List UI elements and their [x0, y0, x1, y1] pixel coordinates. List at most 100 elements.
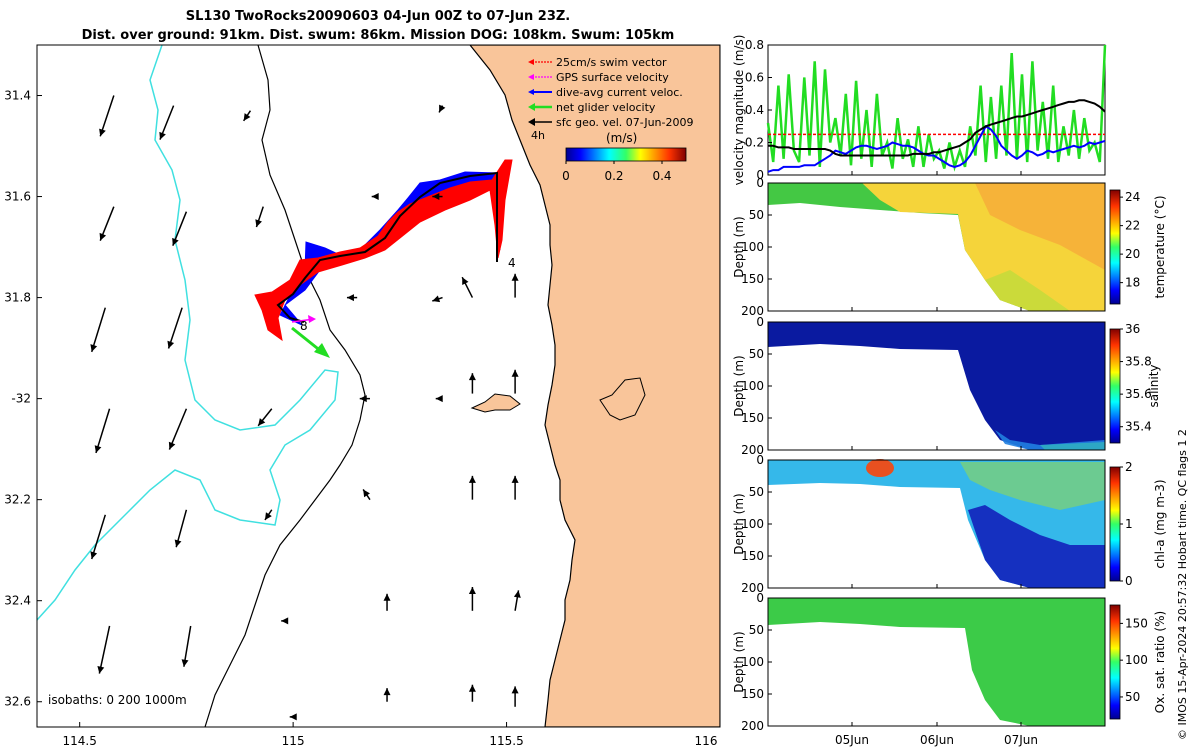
oxygen-colorbar	[1109, 604, 1121, 720]
geo-vector	[257, 408, 273, 427]
chla-patch	[866, 459, 894, 477]
section-ytick-label: 100	[741, 517, 764, 531]
legend-item-swim-vector: 25cm/s swim vector	[528, 56, 667, 69]
section-ytick-label: 200	[741, 719, 764, 733]
section-xtick-label: 06Jun	[920, 733, 954, 747]
section-cbar-tick-label: 2	[1125, 460, 1133, 474]
map-ytick-label: 32.4	[4, 594, 31, 608]
geo-vector	[511, 475, 519, 500]
section-cbar-tick-label: 35.6	[1125, 387, 1152, 401]
temperature-ylabel: Depth (m)	[732, 216, 746, 277]
chla-panel: Depth (m) chl-a (mg m-3)	[732, 459, 1167, 589]
salinity-panel: Depth (m) salinity	[732, 321, 1161, 451]
geo-vector	[281, 617, 289, 625]
chla-field-deep	[968, 505, 1105, 588]
title-line-1: SL130 TwoRocks20090603 04-Jun 00Z to 07-…	[186, 9, 571, 24]
geo-vector	[513, 590, 521, 611]
section-ytick-label: 0	[756, 176, 764, 190]
temperature-cbar-label: temperature (°C)	[1153, 196, 1167, 299]
section-ytick-label: 0	[756, 453, 764, 467]
geo-vector	[468, 475, 476, 500]
map-frame	[36, 44, 721, 728]
glider-track	[276, 171, 498, 323]
salinity-ylabel: Depth (m)	[732, 355, 746, 416]
map-ytick-label: 31.6	[4, 190, 31, 204]
velocity-y-axis: 0 0.2 0.4 0.6 0.8	[745, 38, 772, 182]
geo-vector	[362, 489, 371, 501]
geo-vector	[172, 211, 188, 246]
net-glider-velocity-head	[314, 343, 330, 358]
legend-item-geo: sfc geo. vel. 07-Jun-2009	[528, 116, 693, 129]
geo-vector	[99, 206, 115, 241]
geo-vector	[264, 509, 273, 521]
section-ytick-label: 0	[756, 315, 764, 329]
geo-vector	[435, 395, 443, 403]
legend-label-net: net glider velocity	[556, 101, 656, 114]
map-ytick-label: -32	[11, 392, 31, 406]
geo-vector	[167, 307, 183, 349]
land	[469, 45, 720, 727]
section-ytick-label: 200	[741, 581, 764, 595]
map-y-axis: 31.4 31.6 31.8 -32 32.2 32.4 32.6	[4, 89, 42, 709]
copyright-note: © IMOS 15-Apr-2024 20:57:32 Hobart time.…	[1176, 429, 1189, 740]
map-xtick-label: 115.5	[489, 734, 523, 748]
temperature-field-hot	[975, 183, 1105, 270]
section-ytick-label: 50	[749, 623, 764, 637]
geo-vector	[468, 684, 476, 702]
geo-vector	[243, 110, 252, 122]
chla-cbar-label: chl-a (mg m-3)	[1153, 479, 1167, 568]
geo-vector	[511, 369, 519, 394]
section-ytick-label: 150	[741, 687, 764, 701]
section-cbar-tick-label: 50	[1125, 690, 1140, 704]
section-cbar-tick-label: 36	[1125, 322, 1140, 336]
map-xtick-label: 114.5	[63, 734, 97, 748]
map-ytick-label: 32.2	[4, 493, 31, 507]
legend-item-gps: GPS surface velocity	[528, 71, 669, 84]
colorbar-tick-label: 0.2	[604, 169, 623, 183]
velocity-ytick-label: 0.8	[745, 38, 764, 52]
section-cbar-tick-label: 35.4	[1125, 420, 1152, 434]
geo-vector	[90, 514, 107, 560]
legend-label-geo: sfc geo. vel. 07-Jun-2009	[556, 116, 693, 129]
geo-vector	[168, 408, 188, 450]
oxygen-panel: Depth (m) Ox. sat. ratio (%)	[732, 597, 1167, 727]
geo-vector	[174, 509, 188, 548]
geo-vector	[461, 276, 474, 298]
map-legend: 25cm/s swim vector GPS surface velocity …	[528, 56, 693, 183]
section-ytick-label: 50	[749, 485, 764, 499]
temperature-colorbar	[1109, 189, 1121, 305]
velocity-ytick-label: 0	[756, 168, 764, 182]
salinity-field	[768, 322, 1105, 450]
section-ytick-label: 50	[749, 208, 764, 222]
legend-label-dive-avg: dive-avg current veloc.	[556, 86, 683, 99]
oxygen-cbar-label: Ox. sat. ratio (%)	[1153, 611, 1167, 713]
map-xtick-label: 116	[695, 734, 718, 748]
track-label-8: 8	[300, 319, 308, 333]
colorbar	[565, 147, 687, 162]
geo-vector-field	[90, 95, 521, 721]
section-xtick-label: 05Jun	[835, 733, 869, 747]
temperature-panel: Depth (m) temperature (°C)	[732, 182, 1167, 312]
section-cbar-tick-label: 100	[1125, 653, 1148, 667]
legend-item-dive-avg: dive-avg current veloc.	[528, 86, 683, 99]
section-axes: 0501001502001820222405010015020035.435.6…	[741, 171, 1152, 747]
geo-vector	[383, 688, 391, 702]
section-ytick-label: 50	[749, 347, 764, 361]
geo-vector	[432, 295, 443, 303]
oxygen-ylabel: Depth (m)	[732, 631, 746, 692]
velocity-lines	[766, 44, 1107, 173]
section-ytick-label: 200	[741, 304, 764, 318]
geo-vector	[99, 95, 115, 137]
section-cbar-tick-label: 18	[1125, 276, 1140, 290]
geo-vector	[432, 193, 443, 201]
velocity-ytick-label: 0.6	[745, 71, 764, 85]
legend-item-net: net glider velocity	[528, 101, 656, 114]
velocity-panel: 0 0.2 0.4 0.6 0.8 velocity magnitude (m/s)	[732, 35, 1107, 185]
map-x-axis: 114.5 115 115.5 116	[63, 722, 721, 748]
section-cbar-tick-label: 22	[1125, 219, 1140, 233]
legend-label-swim: 25cm/s swim vector	[556, 56, 667, 69]
section-cbar-tick-label: 150	[1125, 616, 1148, 630]
map-xtick-label: 115	[282, 734, 305, 748]
section-cbar-tick-label: 24	[1125, 190, 1140, 204]
geo-vector	[359, 395, 370, 403]
